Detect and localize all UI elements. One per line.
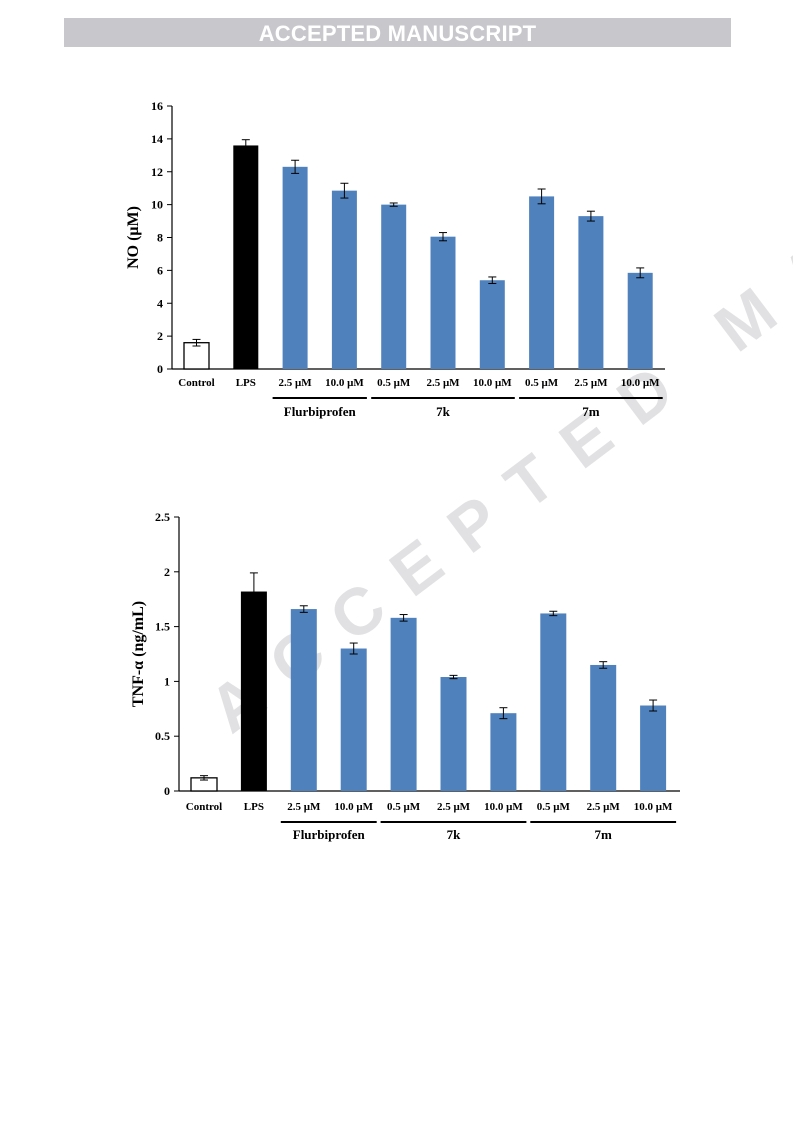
y-tick-label: 2: [157, 329, 163, 343]
bar: [540, 613, 567, 791]
y-tick-label: 4: [157, 296, 163, 310]
category-label: 10.0 μM: [334, 801, 373, 813]
bar: [290, 609, 317, 791]
bar: [640, 705, 667, 791]
bar: [490, 713, 517, 791]
bar: [282, 166, 308, 369]
bar: [240, 591, 267, 791]
category-label: 2.5 μM: [574, 377, 608, 389]
group-label: 7m: [582, 404, 600, 419]
category-label: 0.5 μM: [377, 377, 411, 389]
category-label: LPS: [244, 801, 264, 813]
category-label: Control: [186, 801, 222, 813]
category-label: 0.5 μM: [537, 801, 571, 813]
category-label: LPS: [236, 377, 256, 389]
category-label: 2.5 μM: [426, 377, 460, 389]
y-tick-label: 0: [164, 784, 170, 798]
bar: [578, 216, 604, 369]
y-tick-label: 10: [151, 198, 163, 212]
category-label: 10.0 μM: [621, 377, 660, 389]
y-tick-label: 6: [157, 263, 163, 277]
category-label: 10.0 μM: [325, 377, 364, 389]
y-tick-label: 8: [157, 231, 163, 245]
category-label: 0.5 μM: [525, 377, 559, 389]
bar: [440, 677, 467, 791]
y-tick-label: 0: [157, 362, 163, 376]
group-label: Flurbiprofen: [293, 827, 366, 842]
group-label: 7k: [447, 827, 462, 842]
bar: [233, 145, 259, 369]
y-tick-label: 12: [151, 165, 163, 179]
group-label: Flurbiprofen: [284, 404, 357, 419]
tnf-bar-chart: 0 0.5 1 1.5 2 2.5 TNF-α (ng/mL) Control LPS 2.5 μ…: [130, 510, 680, 842]
bar: [529, 196, 555, 369]
no-bar-chart: 0 2 4 6 8 10 12 14 16 NO (μM) Control LPS 2.5 μM 10.0…: [125, 99, 665, 419]
y-tick-label: 2: [164, 565, 170, 579]
accepted-manuscript-banner: ACCEPTED MANUSCRIPT: [64, 18, 731, 47]
bar: [627, 272, 653, 369]
y-tick-label: 0.5: [155, 729, 170, 743]
bar: [430, 236, 456, 369]
category-label: 2.5 μM: [287, 801, 321, 813]
group-label: 7k: [436, 404, 451, 419]
category-label: 2.5 μM: [587, 801, 621, 813]
category-label: 10.0 μM: [634, 801, 673, 813]
bar: [390, 617, 417, 791]
bar: [331, 190, 357, 369]
y-axis-label: TNF-α (ng/mL): [130, 601, 147, 707]
y-tick-label: 1: [164, 674, 170, 688]
group-label: 7m: [595, 827, 613, 842]
category-label: 2.5 μM: [279, 377, 313, 389]
bar: [590, 664, 617, 791]
y-tick-label: 14: [151, 132, 163, 146]
bar: [183, 342, 210, 370]
y-tick-label: 2.5: [155, 510, 170, 524]
category-label: 10.0 μM: [473, 377, 512, 389]
category-label: 2.5 μM: [437, 801, 471, 813]
bar: [479, 280, 505, 369]
bar: [381, 204, 407, 369]
category-label: 10.0 μM: [484, 801, 523, 813]
category-label: Control: [178, 377, 214, 389]
bar: [340, 648, 367, 791]
y-tick-label: 16: [151, 99, 163, 113]
y-axis-label: NO (μM): [125, 206, 142, 269]
category-label: 0.5 μM: [387, 801, 421, 813]
y-tick-label: 1.5: [155, 620, 170, 634]
